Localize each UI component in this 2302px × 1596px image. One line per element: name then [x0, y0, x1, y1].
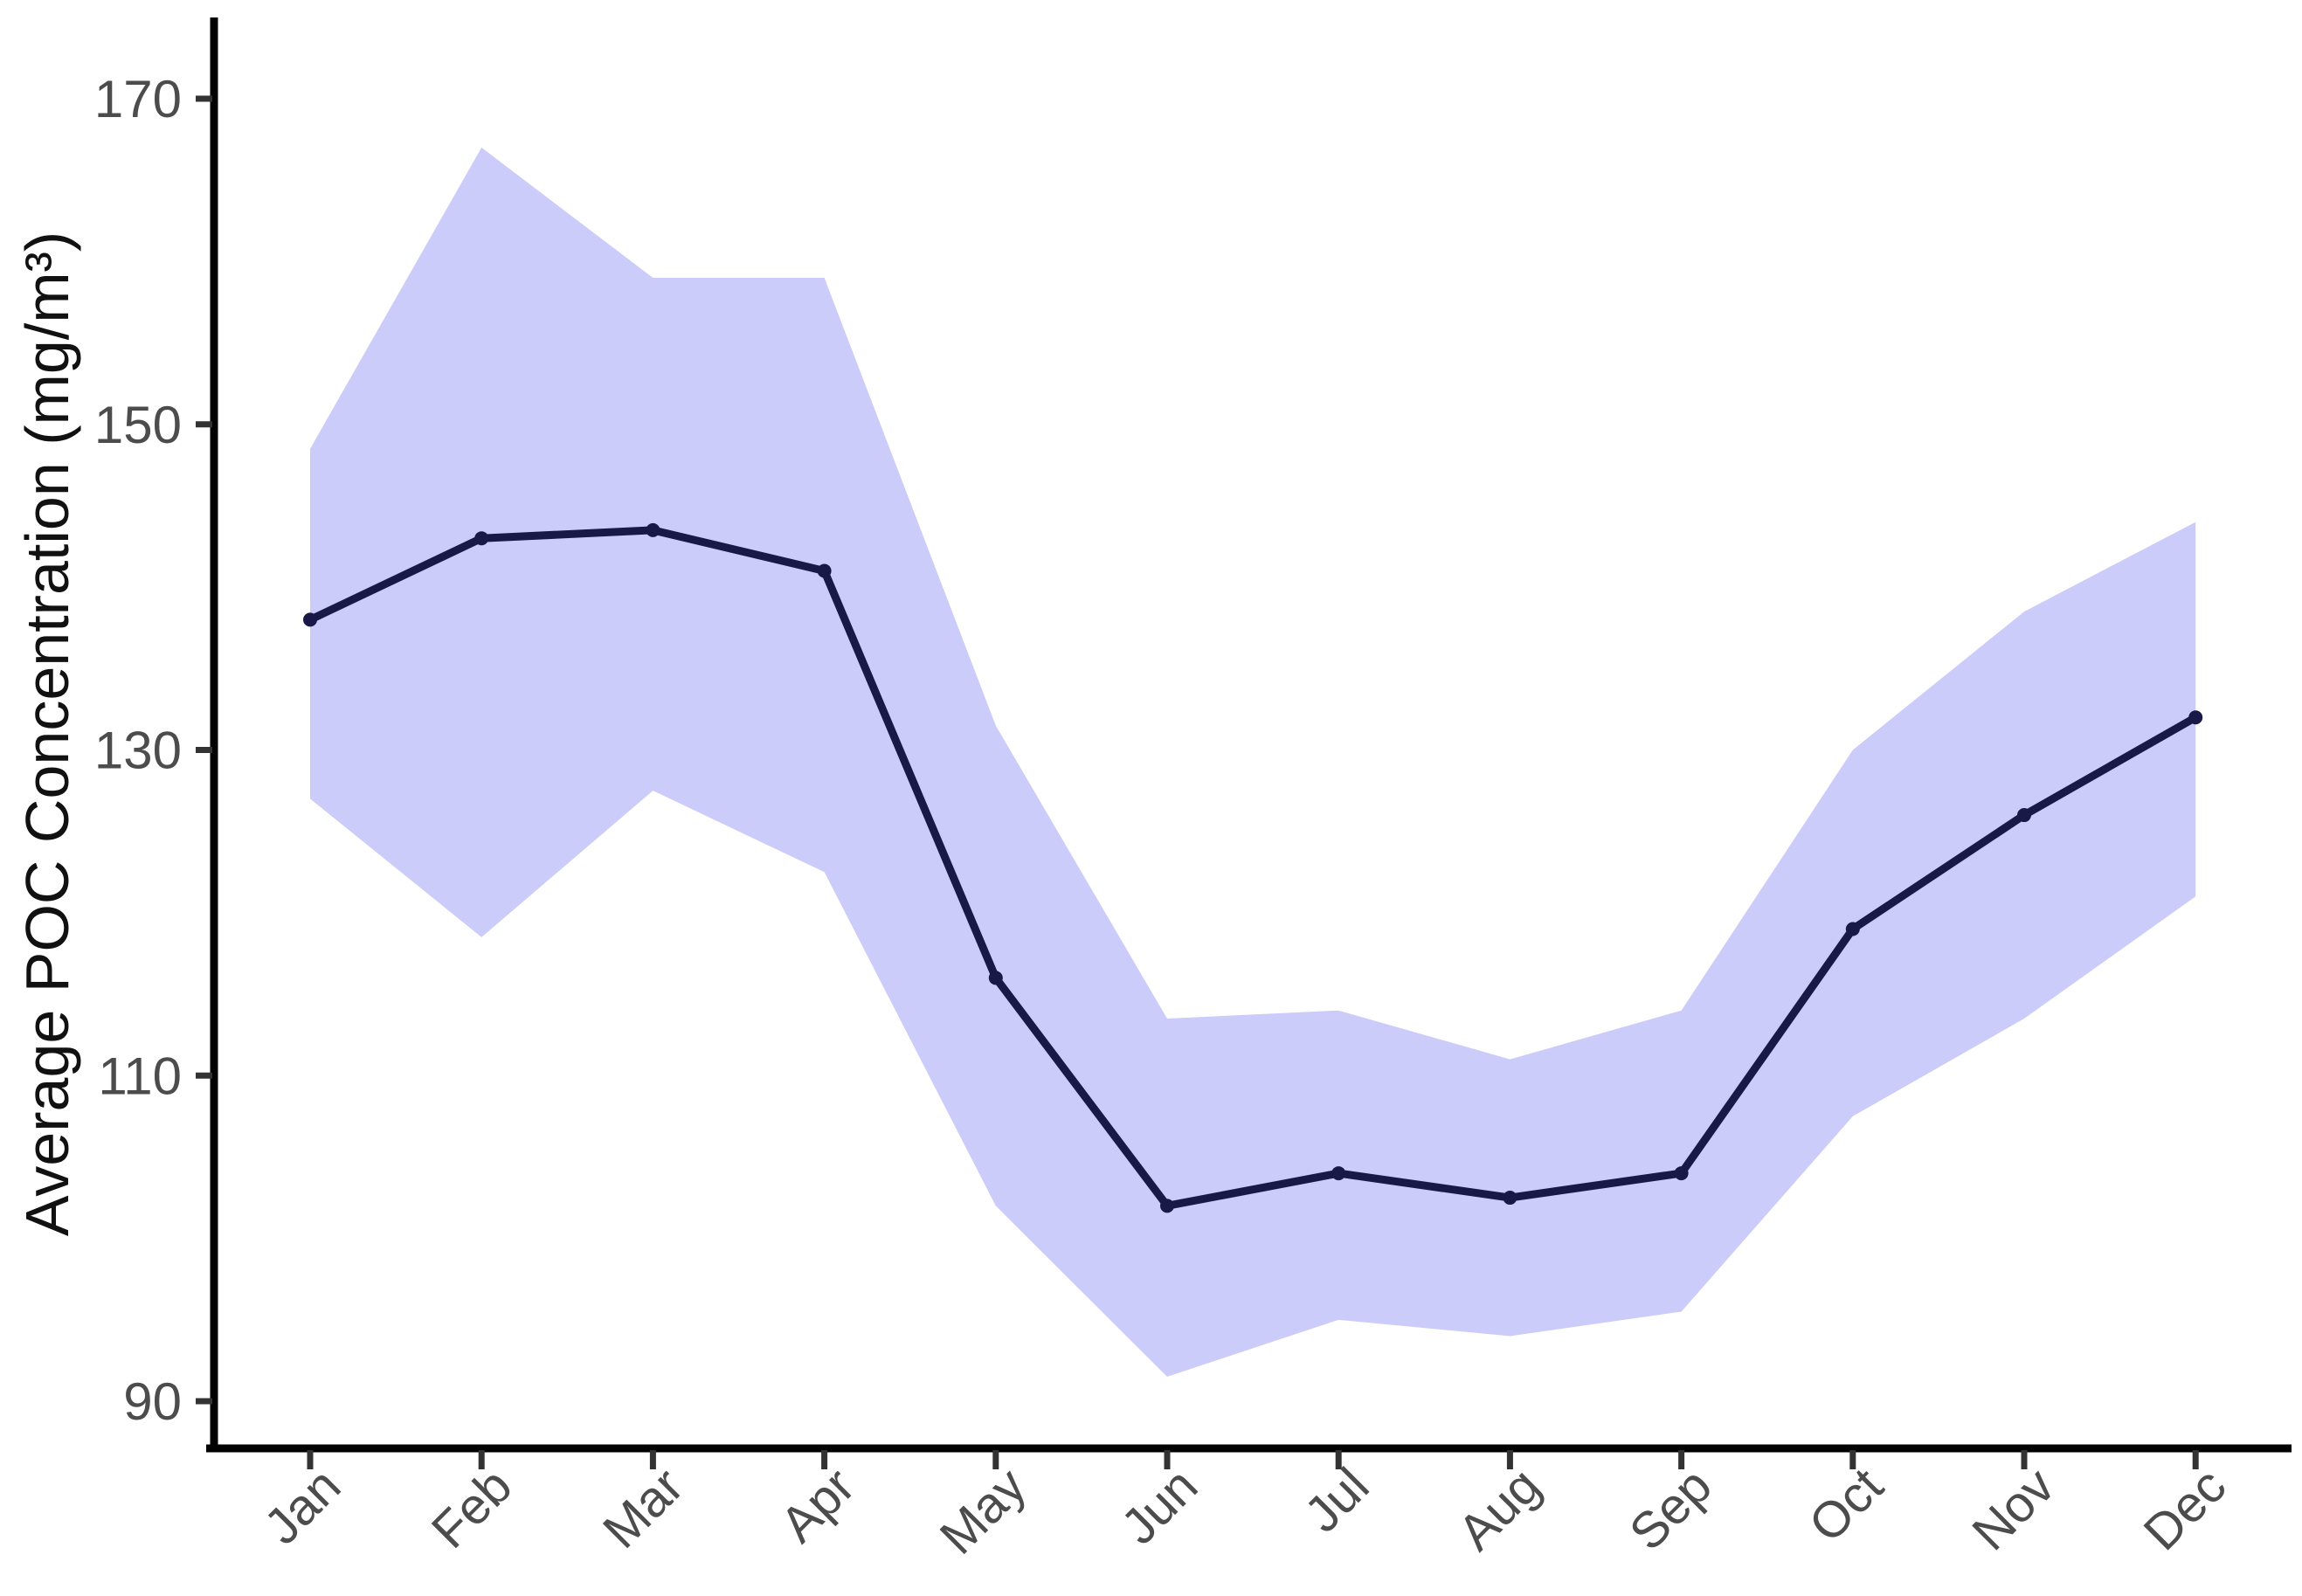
- point-dec: [2188, 710, 2203, 725]
- x-tick-label-jun: Jun: [1110, 1457, 1208, 1555]
- x-tick-label-may: May: [930, 1457, 1037, 1565]
- y-tick-label-90: 90: [123, 1372, 182, 1431]
- x-tick-label-feb: Feb: [421, 1457, 523, 1559]
- axes: [206, 17, 2292, 1453]
- confidence-ribbon: [310, 147, 2196, 1378]
- x-tick-label-aug: Aug: [1448, 1457, 1552, 1561]
- mean-line: [306, 526, 2200, 1210]
- point-sep: [1674, 1166, 1689, 1181]
- point-oct: [1845, 922, 1860, 936]
- y-tick-label-150: 150: [94, 396, 182, 454]
- point-feb: [474, 531, 489, 546]
- x-tick-label-nov: Nov: [1961, 1457, 2065, 1561]
- point-mar: [646, 522, 660, 537]
- point-aug: [1503, 1191, 1517, 1206]
- point-apr: [817, 563, 832, 578]
- x-tick-label-dec: Dec: [2133, 1457, 2236, 1561]
- y-tick-label-130: 130: [94, 722, 182, 780]
- ribbon-area: [310, 147, 2196, 1378]
- x-axis-ticks: Jan Feb Mar Apr May Jun Jul Aug Sep Oct Nov Dec: [253, 1450, 2236, 1565]
- x-tick-label-jul: Jul: [1294, 1457, 1379, 1543]
- x-tick-label-oct: Oct: [1798, 1457, 1894, 1553]
- point-nov: [2017, 808, 2031, 823]
- point-may: [988, 971, 1003, 985]
- y-tick-label-110: 110: [98, 1047, 182, 1105]
- x-tick-label-jan: Jan: [253, 1457, 351, 1555]
- point-jun: [1160, 1199, 1174, 1213]
- y-axis-ticks: 90 110 130 150 170: [94, 70, 212, 1431]
- mean-polyline: [306, 526, 2200, 1210]
- x-tick-label-mar: Mar: [592, 1457, 695, 1559]
- y-tick-label-170: 170: [94, 70, 182, 128]
- data-points: [303, 522, 2203, 1213]
- x-tick-label-sep: Sep: [1619, 1457, 1723, 1561]
- y-axis-title: Average POC Concentration (mg/m³): [13, 231, 81, 1236]
- point-jan: [303, 612, 317, 627]
- x-tick-label-apr: Apr: [770, 1457, 866, 1553]
- point-jul: [1331, 1166, 1346, 1181]
